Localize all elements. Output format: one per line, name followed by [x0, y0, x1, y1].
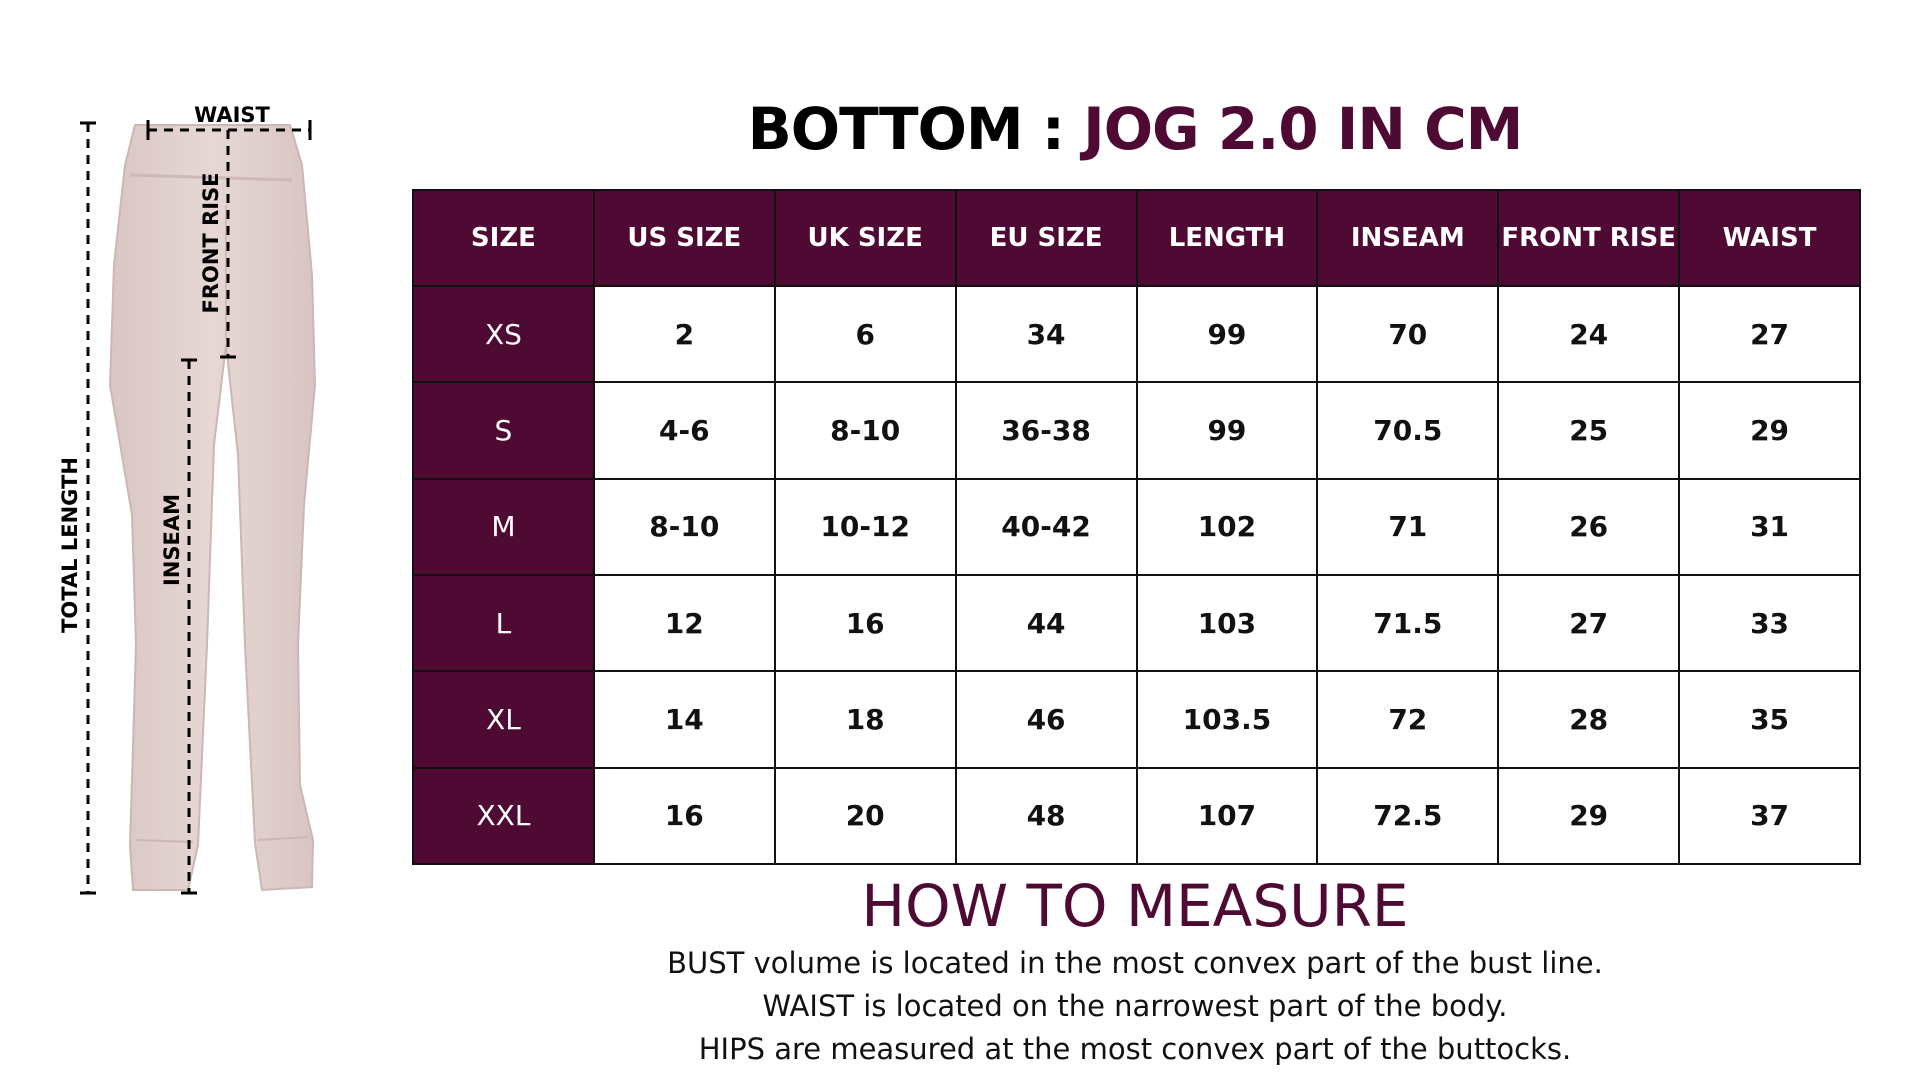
table-cell: 27 [1497, 573, 1681, 673]
size-cell: XL [412, 670, 595, 769]
table-cell: 99 [1135, 381, 1319, 480]
title-prefix: BOTTOM : [747, 95, 1084, 163]
table-row: XS 2 6 34 99 70 24 27 [412, 284, 1861, 384]
table-cell: 71.5 [1316, 573, 1500, 673]
size-cell: S [412, 381, 595, 480]
table-cell: 34 [954, 284, 1138, 384]
table-cell: 70.5 [1316, 381, 1500, 480]
table-cell: 29 [1497, 766, 1681, 866]
table-cell: 14 [592, 670, 776, 769]
table-row: S 4-6 8-10 36-38 99 70.5 25 29 [412, 381, 1861, 480]
header-uk-size: UK SIZE [773, 189, 957, 287]
table-cell: 27 [1678, 284, 1861, 384]
table-cell: 71 [1316, 477, 1500, 576]
table-cell: 8-10 [592, 477, 776, 576]
table-cell: 24 [1497, 284, 1681, 384]
table-cell: 28 [1497, 670, 1681, 769]
total-length-label: TOTAL LENGTH [58, 457, 82, 633]
pants-measurement-diagram: WAIST FRONT RISE INSEAM TOTAL LENGTH [58, 103, 317, 895]
instruction-line-hips: HIPS are measured at the most convex par… [698, 1032, 1572, 1066]
table-cell: 70 [1316, 284, 1500, 384]
inseam-label: INSEAM [160, 494, 184, 586]
header-us-size: US SIZE [592, 189, 776, 287]
size-chart-table: SIZE US SIZE UK SIZE EU SIZE LENGTH INSE… [412, 189, 1861, 866]
table-row: L 12 16 44 103 71.5 27 33 [412, 573, 1861, 673]
how-to-measure-instructions: BUST volume is located in the most conve… [410, 942, 1860, 1071]
page-title: BOTTOM : JOG 2.0 IN CM [410, 95, 1860, 163]
header-size: SIZE [412, 189, 595, 287]
table-cell: 102 [1135, 477, 1319, 576]
size-cell: XS [412, 284, 595, 384]
table-cell: 36-38 [954, 381, 1138, 480]
table-cell: 99 [1135, 284, 1319, 384]
header-eu-size: EU SIZE [954, 189, 1138, 287]
table-cell: 18 [773, 670, 957, 769]
table-cell: 16 [592, 766, 776, 866]
table-cell: 4-6 [592, 381, 776, 480]
jogger-pants-illustration [108, 124, 317, 892]
front-rise-label: FRONT RISE [199, 172, 223, 313]
table-cell: 46 [954, 670, 1138, 769]
table-cell: 6 [773, 284, 957, 384]
table-cell: 35 [1678, 670, 1861, 769]
title-product: JOG 2.0 IN CM [1083, 95, 1523, 163]
instruction-line-waist: WAIST is located on the narrowest part o… [762, 989, 1508, 1023]
table-cell: 40-42 [954, 477, 1138, 576]
table-cell: 103.5 [1135, 670, 1319, 769]
table-cell: 29 [1678, 381, 1861, 480]
table-cell: 107 [1135, 766, 1319, 866]
table-cell: 72 [1316, 670, 1500, 769]
table-cell: 12 [592, 573, 776, 673]
table-header-row: SIZE US SIZE UK SIZE EU SIZE LENGTH INSE… [412, 189, 1861, 287]
table-row: XXL 16 20 48 107 72.5 29 37 [412, 766, 1861, 866]
table-cell: 25 [1497, 381, 1681, 480]
table-cell: 33 [1678, 573, 1861, 673]
table-cell: 10-12 [773, 477, 957, 576]
waist-label: WAIST [194, 103, 270, 127]
header-length: LENGTH [1135, 189, 1319, 287]
table-cell: 44 [954, 573, 1138, 673]
size-cell: L [412, 573, 595, 673]
header-waist: WAIST [1678, 189, 1861, 287]
table-cell: 16 [773, 573, 957, 673]
how-to-measure-heading: HOW TO MEASURE [861, 872, 1409, 940]
instruction-line-bust: BUST volume is located in the most conve… [667, 946, 1603, 980]
table-row: XL 14 18 46 103.5 72 28 35 [412, 670, 1861, 769]
table-cell: 103 [1135, 573, 1319, 673]
table-cell: 8-10 [773, 381, 957, 480]
table-cell: 48 [954, 766, 1138, 866]
header-inseam: INSEAM [1316, 189, 1500, 287]
table-cell: 26 [1497, 477, 1681, 576]
table-cell: 31 [1678, 477, 1861, 576]
table-cell: 20 [773, 766, 957, 866]
size-cell: XXL [412, 766, 595, 866]
table-cell: 2 [592, 284, 776, 384]
size-cell: M [412, 477, 595, 576]
table-cell: 72.5 [1316, 766, 1500, 866]
table-cell: 37 [1678, 766, 1861, 866]
header-front-rise: FRONT RISE [1497, 189, 1681, 287]
table-row: M 8-10 10-12 40-42 102 71 26 31 [412, 477, 1861, 576]
